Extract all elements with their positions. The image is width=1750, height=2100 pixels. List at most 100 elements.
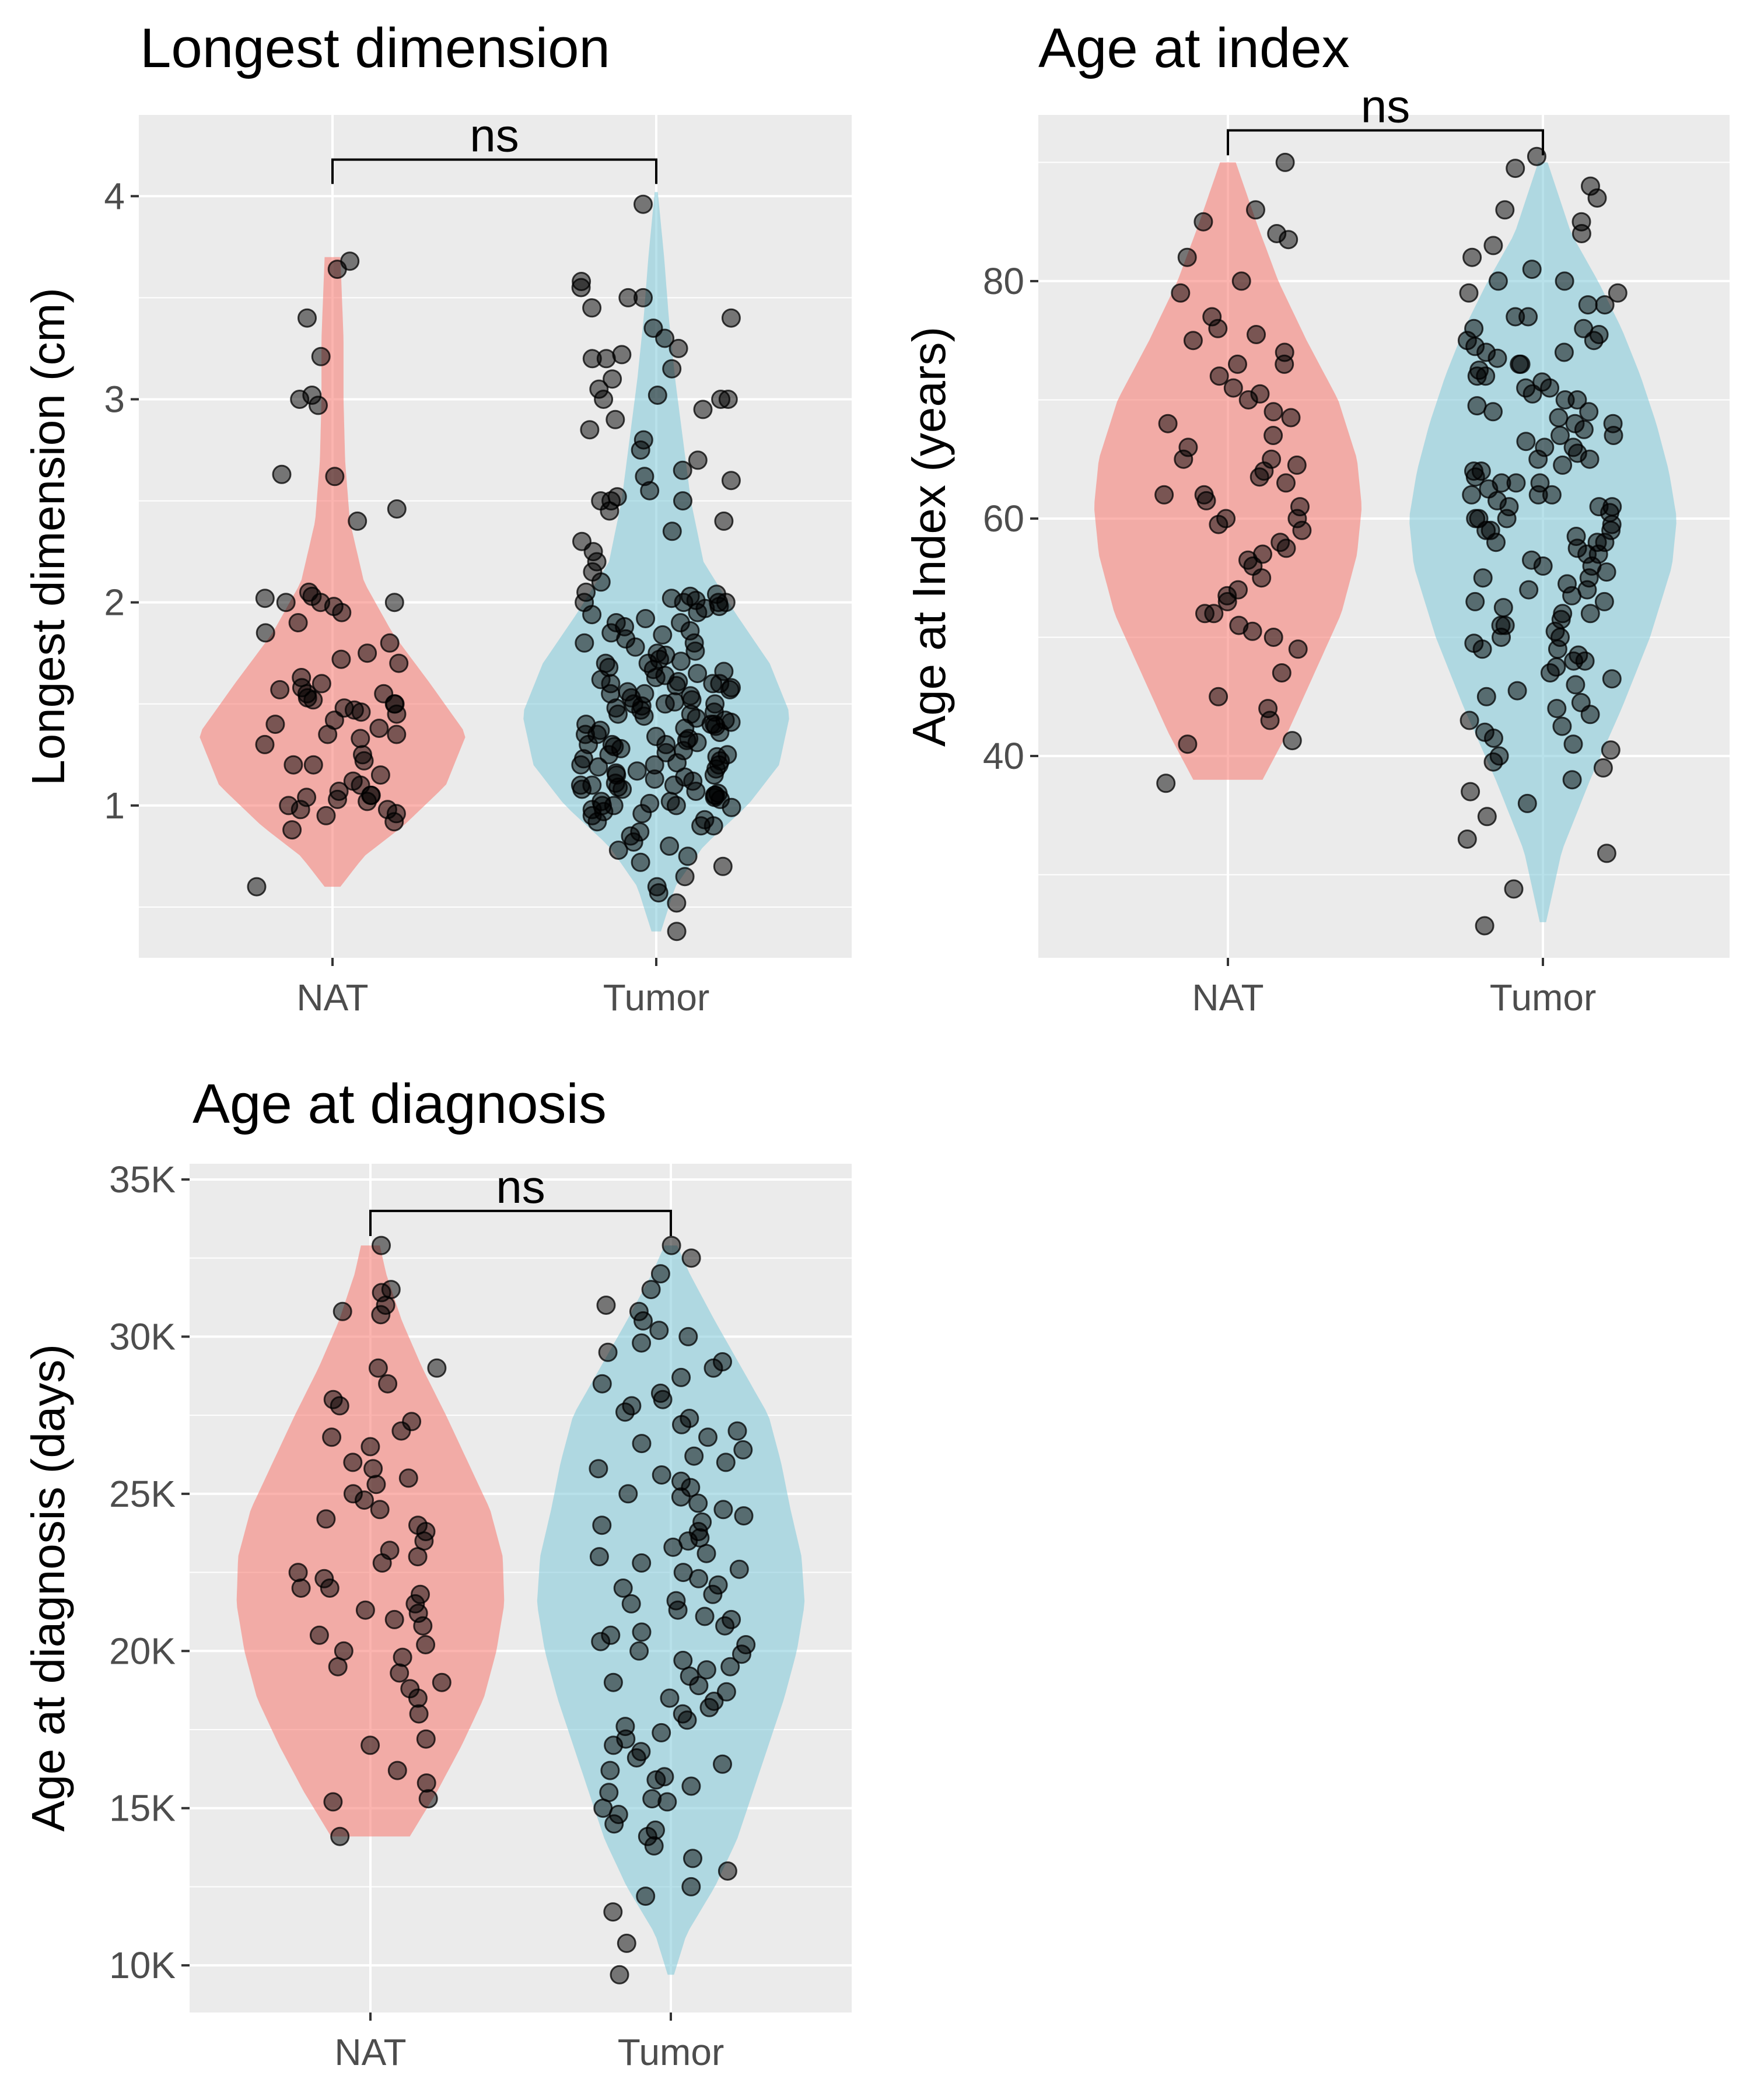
data-point-tumor (600, 1760, 620, 1780)
y-tick-label: 15K (109, 1787, 176, 1829)
data-point-tumor (1477, 807, 1497, 827)
data-point-tumor (650, 1383, 670, 1403)
data-point-nat (312, 674, 331, 694)
data-point-tumor (1532, 372, 1552, 392)
data-point-nat (265, 715, 285, 734)
data-point-nat (409, 1704, 429, 1724)
data-point-tumor (642, 1789, 662, 1809)
data-point-nat (303, 755, 323, 775)
data-point-nat (1229, 615, 1249, 635)
data-point-nat (270, 680, 290, 699)
data-point-tumor (693, 400, 713, 419)
data-point-tumor (1465, 592, 1485, 611)
y-axis-title: Age at Index (years) (903, 327, 955, 747)
data-point-tumor (648, 643, 667, 663)
data-point-nat (398, 1468, 418, 1488)
data-point-tumor (621, 1594, 641, 1614)
data-point-tumor (610, 1965, 629, 1985)
data-point-tumor (1516, 378, 1536, 398)
data-point-tumor (570, 775, 590, 795)
data-point-nat (393, 1647, 412, 1667)
data-point-tumor (589, 1459, 608, 1479)
data-point-nat (416, 1729, 436, 1749)
y-tick-label: 4 (104, 175, 125, 217)
data-point-tumor (1475, 722, 1494, 742)
data-point-tumor (634, 194, 653, 214)
data-point-tumor (603, 1902, 623, 1922)
data-point-nat (1209, 687, 1228, 706)
significance-bracket-line (369, 1209, 672, 1236)
data-point-nat (311, 346, 331, 366)
data-point-tumor (716, 1452, 736, 1472)
violin-nat (1094, 162, 1362, 780)
significance-bracket-line (1227, 129, 1544, 156)
data-point-tumor (1507, 681, 1527, 701)
data-point-tumor (720, 1657, 740, 1676)
data-point-tumor (716, 1682, 736, 1702)
data-point-nat (387, 499, 407, 519)
data-point-tumor (713, 1500, 733, 1520)
data-point-tumor (1492, 473, 1511, 493)
data-point-nat (331, 649, 351, 669)
y-tick-label: 80 (983, 260, 1024, 302)
data-point-tumor (671, 1471, 691, 1491)
significance-bracket-age-at-index: ns (1227, 80, 1544, 156)
data-point-tumor (1522, 550, 1541, 570)
data-point-nat (370, 1500, 390, 1520)
data-point-tumor (1489, 746, 1509, 766)
data-point-nat (418, 1789, 438, 1809)
data-point-nat (1228, 354, 1247, 374)
data-point-tumor (1517, 793, 1537, 813)
data-point-tumor (1519, 580, 1539, 600)
data-point-tumor (1495, 200, 1515, 220)
data-point-nat (380, 633, 400, 653)
data-point-nat (1231, 271, 1251, 291)
data-point-tumor (681, 686, 701, 706)
data-point-tumor (1475, 916, 1494, 936)
data-point-nat (255, 589, 275, 608)
data-point-nat (1194, 485, 1214, 505)
data-point-tumor (734, 1506, 754, 1526)
x-tick-label: Tumor (618, 2031, 724, 2073)
data-point-nat (288, 1563, 308, 1583)
data-point-tumor (650, 1264, 670, 1284)
axes-age-at-diagnosis: 10K 15K 20K 25K 30K 35K NAT Tumor (109, 1158, 724, 2073)
data-point-tumor (736, 1635, 756, 1654)
data-point-tumor (681, 1776, 701, 1796)
data-point-nat (330, 1826, 350, 1846)
data-point-tumor (603, 1672, 623, 1692)
data-point-tumor (1579, 402, 1599, 422)
data-point-tumor (645, 755, 664, 775)
data-point-nat (378, 1374, 398, 1394)
data-point-tumor (708, 783, 728, 803)
data-point-tumor (688, 1493, 708, 1513)
data-point-tumor (671, 1367, 691, 1387)
data-point-tumor (582, 349, 602, 369)
data-point-nat (427, 1358, 447, 1378)
data-point-tumor (1483, 402, 1503, 422)
panel-longest-dimension: ns 1 2 3 4 NAT Tumor Longest dimension Longes… (22, 17, 852, 1019)
data-point-tumor (603, 369, 622, 389)
data-point-tumor (654, 1767, 674, 1787)
data-point-tumor (1488, 271, 1508, 291)
axes-longest-dimension: 1 2 3 4 NAT Tumor (104, 175, 709, 1019)
points-longest-dimension (247, 194, 741, 942)
data-point-tumor (671, 613, 690, 632)
data-point-tumor (707, 584, 726, 604)
data-point-tumor (698, 1427, 718, 1447)
data-point-tumor (1553, 455, 1573, 475)
data-point-nat (1264, 402, 1283, 422)
data-point-tumor (632, 1553, 652, 1573)
data-point-nat (400, 1679, 420, 1699)
data-point-nat (276, 593, 296, 612)
data-point-tumor (1516, 432, 1536, 452)
data-point-nat (334, 698, 354, 718)
data-point-tumor (695, 1606, 715, 1626)
data-point-tumor (660, 836, 680, 856)
points-age-at-diagnosis (288, 1236, 756, 1985)
data-point-nat (299, 582, 318, 602)
data-point-tumor (714, 511, 734, 531)
data-point-tumor (688, 450, 708, 470)
data-point-tumor (1555, 390, 1575, 410)
data-point-tumor (652, 1723, 671, 1742)
